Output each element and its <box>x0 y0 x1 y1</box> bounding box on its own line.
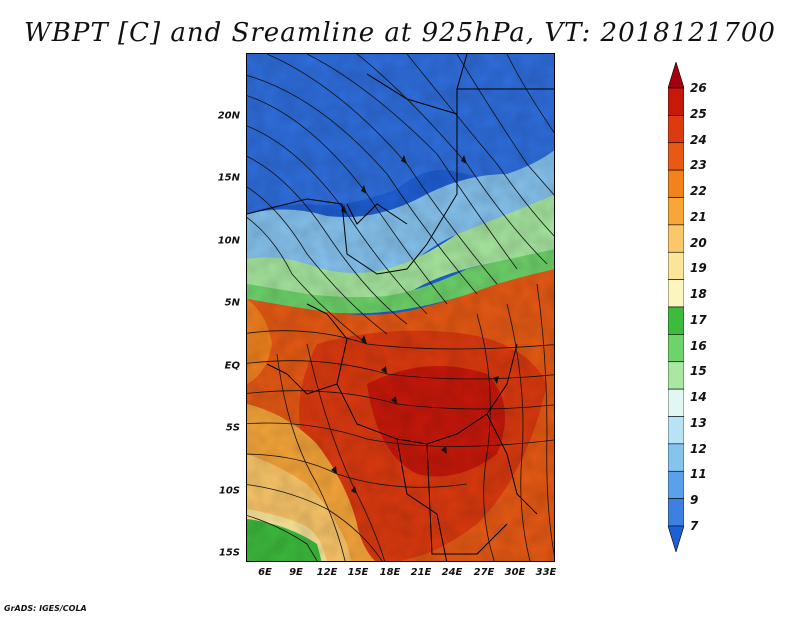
field-texture <box>247 54 554 561</box>
colorbar-cell <box>668 388 684 417</box>
lat-label-15s: 15S <box>218 547 240 559</box>
map-panel <box>246 53 555 562</box>
map-canvas <box>247 54 554 561</box>
colorbar-cell <box>668 498 684 527</box>
colorbar-cell <box>668 306 684 335</box>
lat-label-10n: 10N <box>217 235 240 247</box>
colorbar-cell <box>668 443 684 472</box>
colorbar-cell <box>668 334 684 363</box>
colorbar-cell <box>668 169 684 198</box>
colorbar-label: 19 <box>690 261 707 276</box>
colorbar-label: 25 <box>690 106 707 121</box>
colorbar-label: 13 <box>690 415 707 430</box>
lat-label-eq: EQ <box>224 360 240 372</box>
colorbar-cell <box>668 361 684 390</box>
lat-label-5s: 5S <box>225 422 240 434</box>
colorbar-label: 9 <box>690 493 699 508</box>
colorbar-label: 15 <box>690 364 707 379</box>
lon-label-24e: 24E <box>441 567 463 578</box>
lon-label-30e: 30E <box>504 567 526 578</box>
lat-label-20n: 20N <box>217 110 240 122</box>
colorbar-cell <box>668 470 684 499</box>
colorbar-label: 20 <box>690 235 707 250</box>
lon-label-18e: 18E <box>379 567 401 578</box>
colorbar-label: 12 <box>690 441 707 456</box>
lon-label-33e: 33E <box>535 567 557 578</box>
colorbar-label: 14 <box>690 390 707 405</box>
colorbar-cell <box>668 115 684 144</box>
colorbar-cell <box>668 279 684 308</box>
colorbar-label: 21 <box>690 209 707 224</box>
colorbar-label: 17 <box>690 312 707 327</box>
colorbar-label: 26 <box>690 81 707 95</box>
colorbar-cell <box>668 197 684 226</box>
colorbar-cell <box>668 416 684 445</box>
colorbar-label: 23 <box>690 158 707 173</box>
credit-text: GrADS: IGES/COLA <box>4 604 87 613</box>
colorbar-label: 24 <box>690 132 707 147</box>
colorbar-label: 22 <box>690 184 707 199</box>
colorbar-label: 18 <box>690 287 707 302</box>
lon-label-15e: 15E <box>347 567 369 578</box>
colorbar-label: 11 <box>690 467 707 482</box>
colorbar-cell <box>668 224 684 253</box>
colorbar-cell <box>668 87 684 116</box>
lon-label-9e: 9E <box>289 567 303 578</box>
lat-label-5n: 5N <box>224 297 240 309</box>
lat-label-15n: 15N <box>217 172 240 184</box>
colorbar-top-arrow <box>668 62 684 89</box>
country-borders <box>247 54 554 561</box>
lon-label-21e: 21E <box>410 567 432 578</box>
colorbar <box>668 62 684 552</box>
chart-title: WBPT [C] and Sreamline at 925hPa, VT: 20… <box>24 18 776 48</box>
lat-label-10s: 10S <box>218 485 240 497</box>
lon-label-12e: 12E <box>316 567 338 578</box>
colorbar-cell <box>668 251 684 280</box>
lon-label-27e: 27E <box>473 567 495 578</box>
lon-label-6e: 6E <box>258 567 272 578</box>
colorbar-label: 7 <box>690 519 699 533</box>
colorbar-cell <box>668 142 684 171</box>
colorbar-label: 16 <box>690 338 707 353</box>
colorbar-bottom-arrow <box>668 525 684 552</box>
